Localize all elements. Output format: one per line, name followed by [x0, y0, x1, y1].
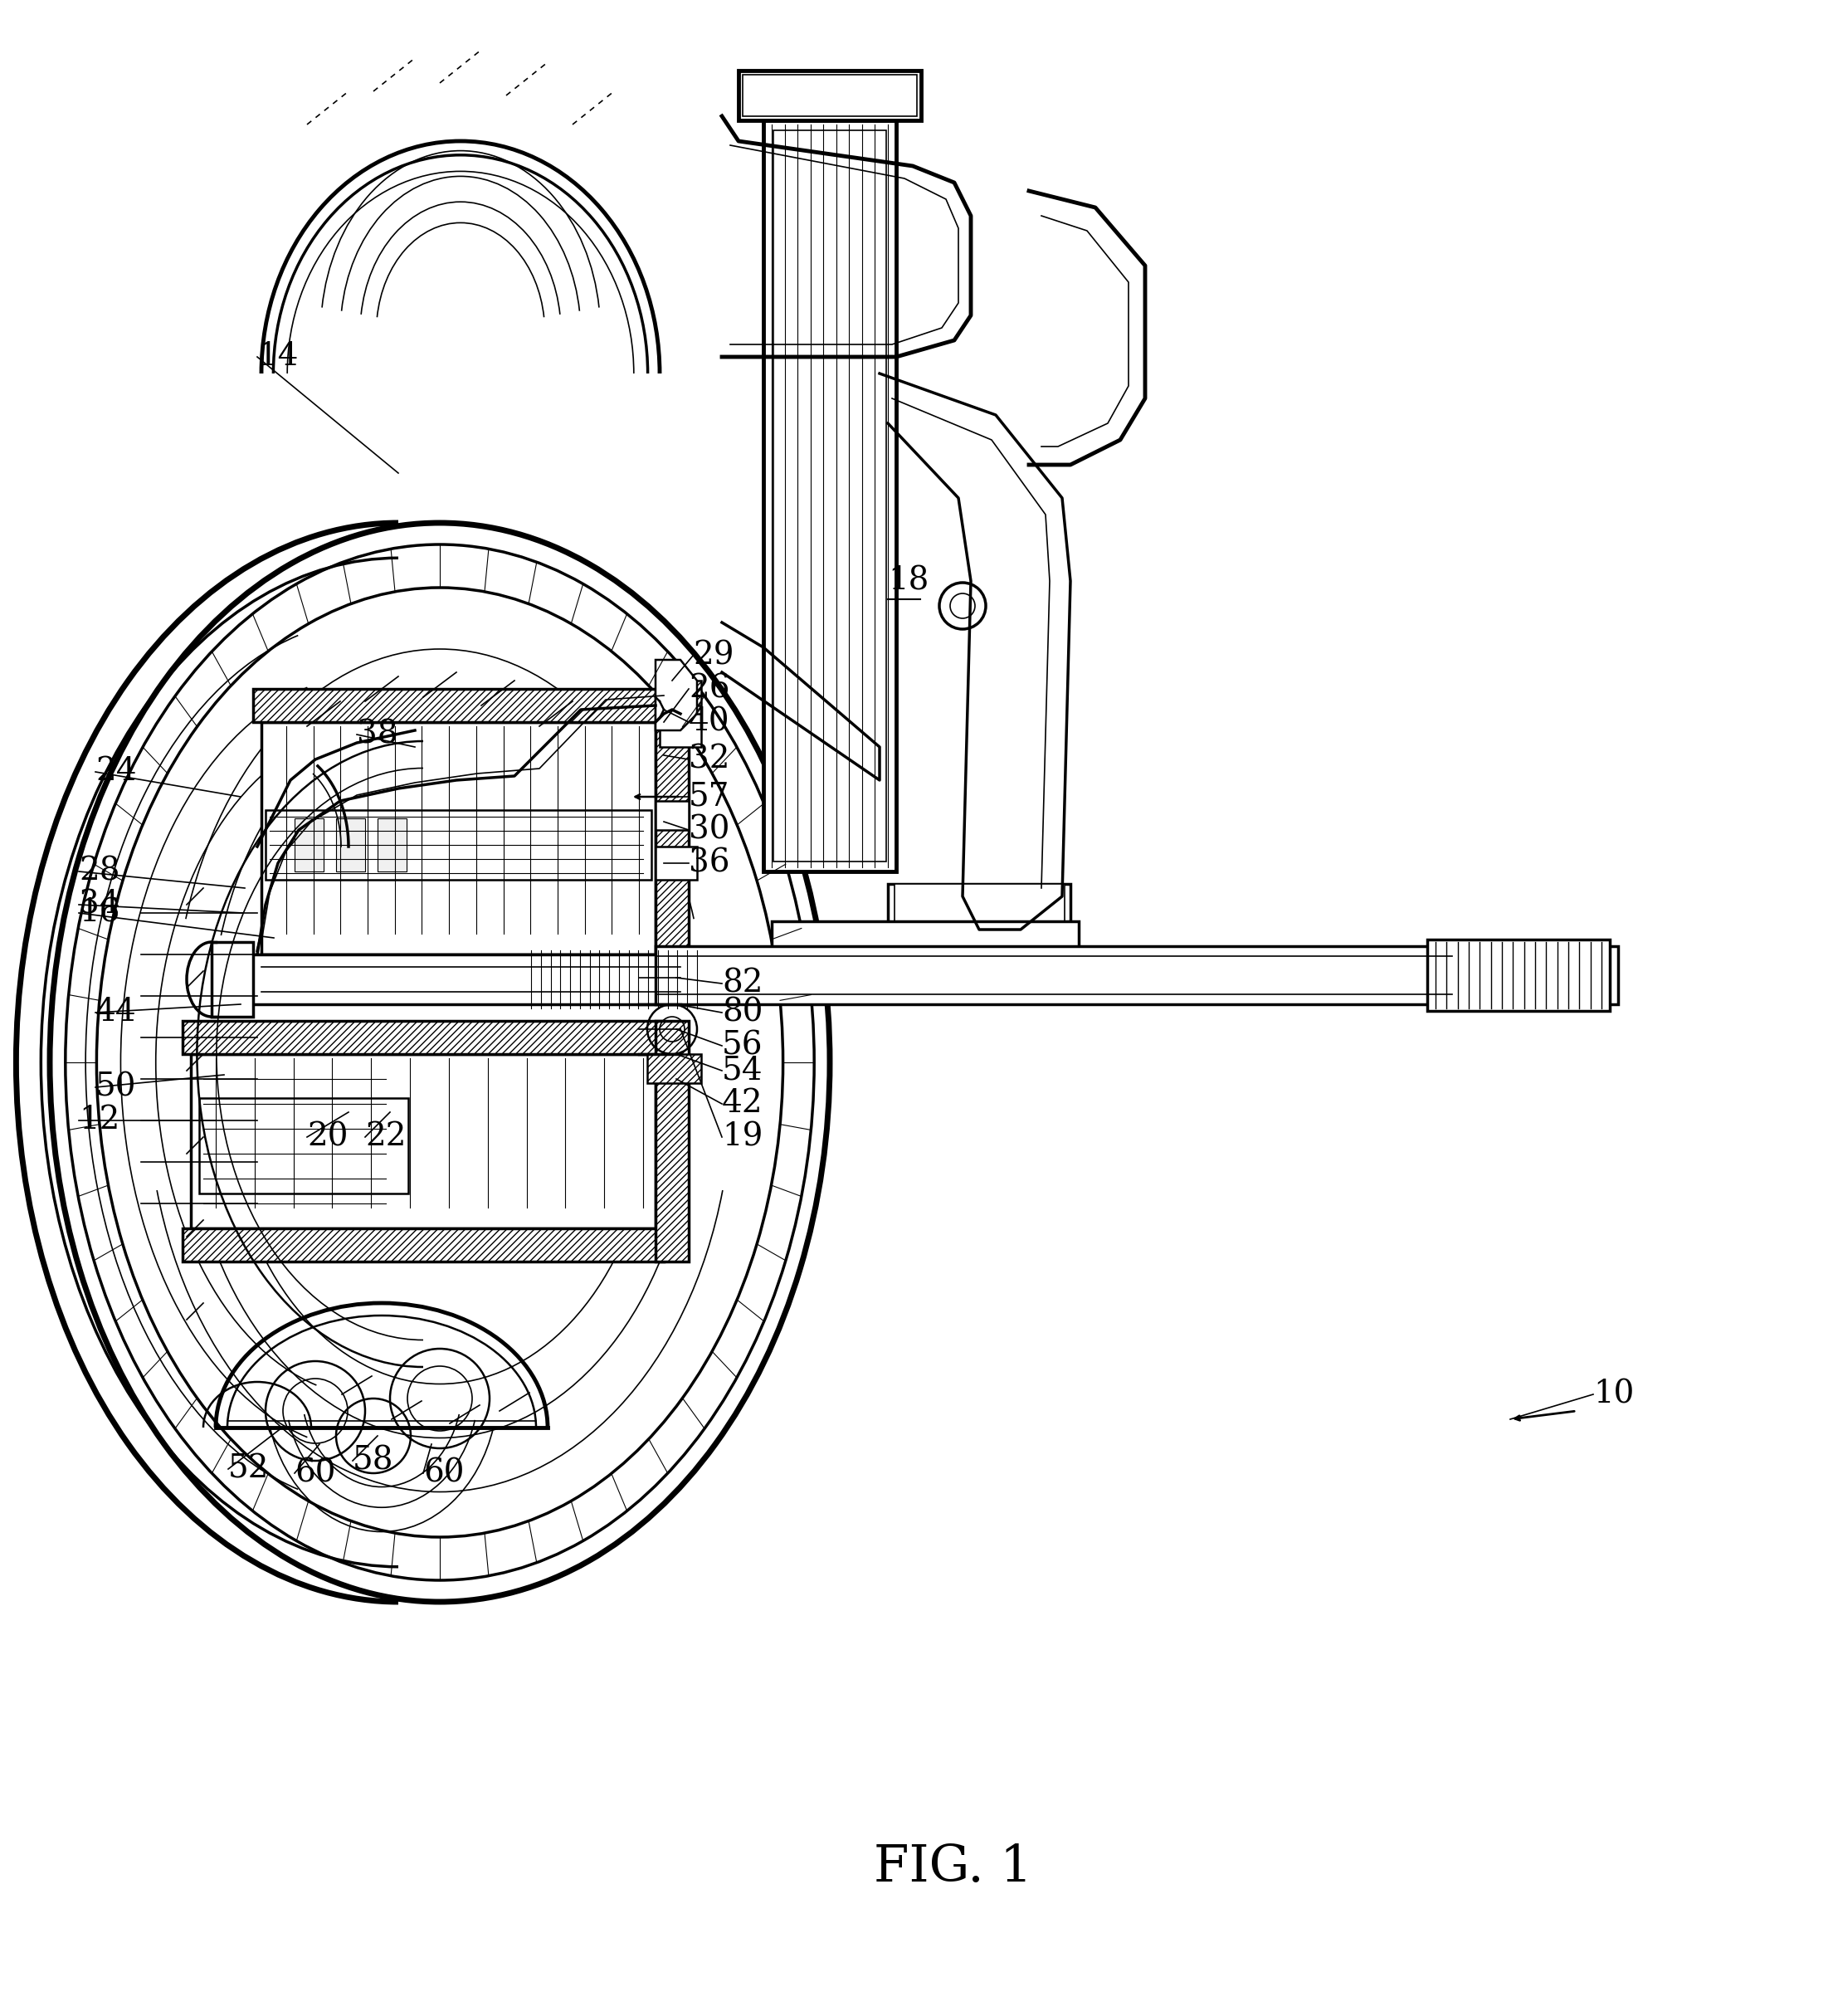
Text: 36: 36 [689, 849, 730, 879]
Bar [763, 121, 896, 871]
Bar [774, 131, 885, 861]
Text: 60: 60 [295, 1458, 335, 1488]
Bar [742, 75, 916, 117]
Bar [656, 1020, 689, 1262]
Bar [656, 946, 1619, 1004]
Text: 56: 56 [722, 1030, 763, 1060]
Text: 42: 42 [722, 1089, 763, 1119]
Text: 12: 12 [79, 1105, 119, 1135]
Polygon shape [656, 659, 697, 730]
Bar [253, 689, 664, 722]
Text: 22: 22 [365, 1121, 407, 1153]
Text: 52: 52 [227, 1454, 269, 1484]
Bar [660, 714, 702, 748]
Text: 29: 29 [693, 641, 733, 671]
Bar [656, 681, 702, 706]
Text: 50: 50 [95, 1073, 136, 1103]
Text: 58: 58 [352, 1445, 394, 1476]
Text: 60: 60 [423, 1458, 464, 1488]
Bar [1428, 939, 1609, 1010]
Bar [895, 883, 1065, 921]
Text: 54: 54 [722, 1054, 763, 1087]
Bar [262, 722, 656, 954]
Text: 38: 38 [357, 720, 398, 750]
Bar [200, 1097, 409, 1193]
Bar [295, 818, 324, 871]
Text: 80: 80 [722, 998, 763, 1028]
Bar [253, 954, 664, 988]
Text: 18: 18 [887, 566, 929, 597]
Text: 34: 34 [79, 889, 119, 919]
Bar [335, 818, 365, 871]
Text: 44: 44 [95, 998, 137, 1028]
Bar [183, 1020, 664, 1054]
Text: 40: 40 [689, 708, 730, 738]
Text: 10: 10 [1593, 1379, 1635, 1409]
Circle shape [938, 583, 986, 629]
Bar [211, 941, 253, 1016]
Text: 16: 16 [79, 897, 119, 927]
Text: 57: 57 [689, 782, 730, 812]
Bar [656, 847, 697, 879]
Bar [266, 810, 651, 881]
Text: 14: 14 [257, 341, 299, 373]
Bar [772, 921, 1080, 988]
Bar [656, 800, 689, 831]
Text: 19: 19 [722, 1121, 763, 1153]
Text: 32: 32 [689, 744, 730, 774]
Bar [739, 71, 920, 121]
Text: 20: 20 [306, 1121, 348, 1153]
Bar [887, 883, 1070, 929]
Text: FIG. 1: FIG. 1 [874, 1843, 1032, 1893]
Text: 30: 30 [689, 814, 730, 845]
Text: 82: 82 [722, 968, 763, 998]
Bar [378, 818, 407, 871]
Text: 26: 26 [689, 673, 730, 704]
Text: 24: 24 [95, 756, 137, 786]
Text: 28: 28 [79, 857, 119, 887]
Bar [656, 689, 689, 988]
Bar [191, 1054, 656, 1228]
Bar [647, 1054, 702, 1083]
Bar [183, 1228, 664, 1262]
Bar [249, 954, 693, 1004]
